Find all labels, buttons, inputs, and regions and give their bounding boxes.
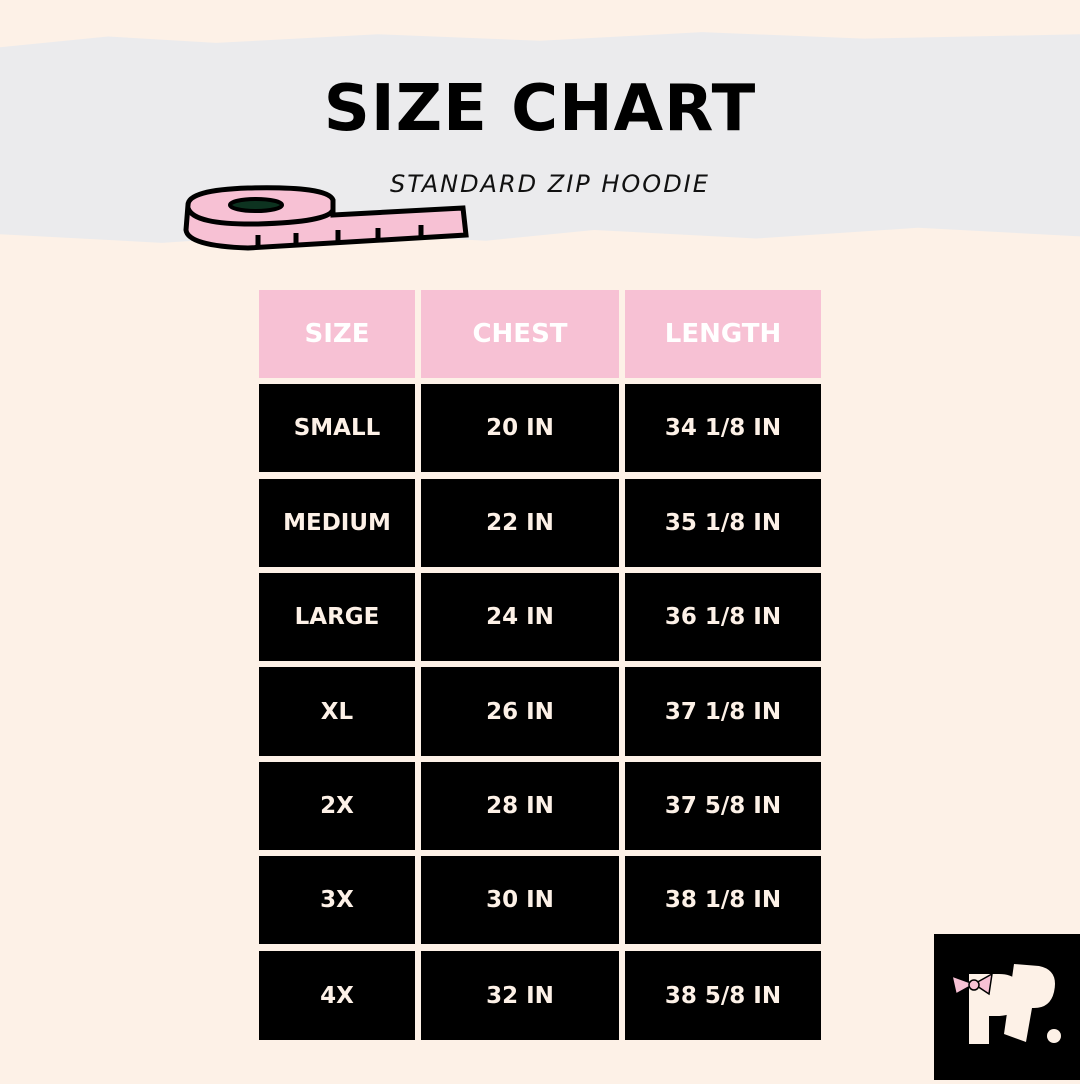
cell-size: LARGE bbox=[259, 573, 415, 661]
cell-length: 34 1/8 IN bbox=[625, 384, 821, 472]
measuring-tape-icon bbox=[183, 185, 469, 251]
cell-length: 36 1/8 IN bbox=[625, 573, 821, 661]
cell-size: SMALL bbox=[259, 384, 415, 472]
cell-length: 37 5/8 IN bbox=[625, 762, 821, 850]
cell-size: XL bbox=[259, 667, 415, 756]
cell-length: 38 5/8 IN bbox=[625, 951, 821, 1040]
cell-chest: 20 IN bbox=[421, 384, 619, 472]
logo-mark-icon bbox=[950, 964, 1061, 1044]
cell-chest: 28 IN bbox=[421, 762, 619, 850]
cell-length: 38 1/8 IN bbox=[625, 856, 821, 944]
page-title: SIZE CHART bbox=[323, 72, 757, 146]
torn-paper-banner bbox=[0, 32, 1080, 243]
cell-length: 37 1/8 IN bbox=[625, 667, 821, 756]
subtitle: STANDARD ZIP HOODIE bbox=[390, 170, 710, 198]
header-size: SIZE bbox=[259, 290, 415, 378]
cell-chest: 30 IN bbox=[421, 856, 619, 944]
cell-size: 3X bbox=[259, 856, 415, 944]
cell-chest: 22 IN bbox=[421, 479, 619, 567]
cell-length: 35 1/8 IN bbox=[625, 479, 821, 567]
cell-chest: 26 IN bbox=[421, 667, 619, 756]
header-length: LENGTH bbox=[625, 290, 821, 378]
cell-chest: 32 IN bbox=[421, 951, 619, 1040]
cell-chest: 24 IN bbox=[421, 573, 619, 661]
cell-size: 2X bbox=[259, 762, 415, 850]
cell-size: 4X bbox=[259, 951, 415, 1040]
cell-size: MEDIUM bbox=[259, 479, 415, 567]
brand-logo bbox=[934, 934, 1080, 1080]
header-chest: CHEST bbox=[421, 290, 619, 378]
